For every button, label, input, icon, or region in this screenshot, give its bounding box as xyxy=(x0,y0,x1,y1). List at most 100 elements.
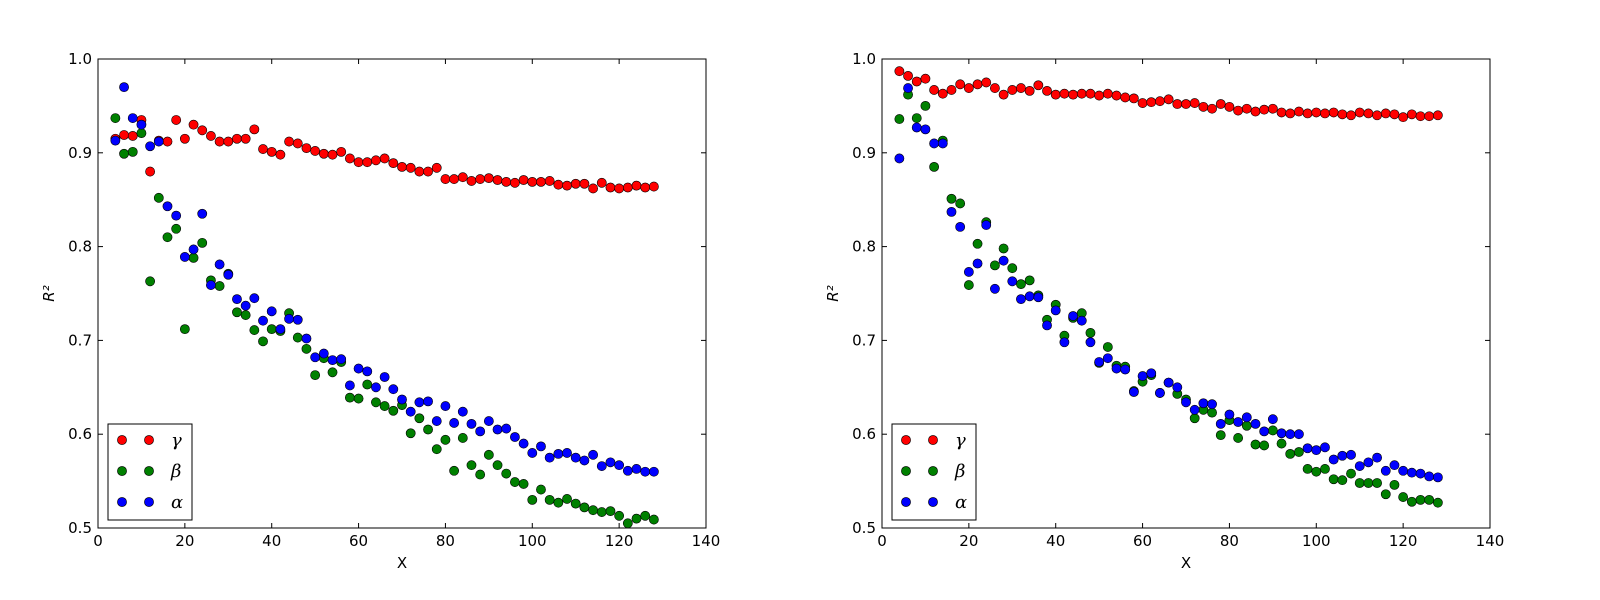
data-point xyxy=(998,89,1009,100)
data-point xyxy=(920,124,931,135)
data-point xyxy=(371,397,381,408)
y-tick-label: 0.6 xyxy=(68,425,92,443)
data-point xyxy=(596,461,607,471)
data-point xyxy=(1311,107,1322,118)
series-0 xyxy=(894,66,1443,123)
data-point xyxy=(1346,110,1356,121)
data-point xyxy=(579,178,590,189)
data-point xyxy=(1432,497,1443,508)
data-point xyxy=(388,405,399,416)
data-point xyxy=(397,161,407,172)
data-point xyxy=(1076,88,1087,99)
data-point xyxy=(981,220,992,230)
data-point xyxy=(553,179,564,190)
y-tick-label: 1.0 xyxy=(852,50,876,68)
data-point xyxy=(937,88,948,99)
data-point xyxy=(1337,450,1348,461)
data-point xyxy=(292,332,303,343)
y-tick-label: 0.7 xyxy=(852,331,876,349)
data-point xyxy=(1294,447,1304,457)
data-point xyxy=(1085,88,1096,99)
data-point xyxy=(1111,363,1122,374)
data-point xyxy=(379,153,390,164)
data-point xyxy=(1250,106,1261,117)
data-point xyxy=(1354,461,1365,471)
data-point xyxy=(171,223,182,234)
data-point xyxy=(153,192,164,203)
data-point xyxy=(136,128,147,139)
data-point xyxy=(362,157,373,168)
data-point xyxy=(990,283,1000,294)
data-point xyxy=(1380,108,1391,119)
x-tick-label: 140 xyxy=(1476,532,1505,550)
data-point xyxy=(275,324,286,335)
data-point xyxy=(110,113,121,123)
data-point xyxy=(1372,478,1382,488)
data-point xyxy=(518,479,529,489)
data-point xyxy=(894,114,905,124)
data-point xyxy=(327,367,338,378)
data-point xyxy=(240,310,251,320)
data-point xyxy=(414,166,425,177)
data-point xyxy=(449,174,460,184)
y-axis-label: R² xyxy=(824,285,842,301)
data-point xyxy=(1337,475,1348,486)
data-point xyxy=(622,518,633,529)
data-point xyxy=(1337,109,1348,120)
data-point xyxy=(518,175,529,185)
data-point xyxy=(475,469,486,480)
data-point xyxy=(258,315,268,326)
plot-area xyxy=(881,58,1491,529)
data-point xyxy=(466,176,477,186)
data-point xyxy=(1155,388,1165,398)
series-0 xyxy=(110,115,659,194)
data-point xyxy=(162,201,173,212)
data-point xyxy=(1372,110,1382,121)
data-point xyxy=(127,113,138,123)
data-point xyxy=(1198,398,1209,409)
data-point xyxy=(1363,457,1374,468)
data-point xyxy=(431,416,442,426)
x-tick-label: 80 xyxy=(1220,532,1239,550)
data-point xyxy=(371,382,381,393)
data-point xyxy=(605,506,616,517)
data-point xyxy=(1415,111,1426,122)
data-point xyxy=(214,136,225,147)
data-point xyxy=(1059,88,1070,99)
data-point xyxy=(1094,90,1105,101)
data-point xyxy=(223,269,234,280)
x-tick-label: 80 xyxy=(436,532,455,550)
data-point xyxy=(588,183,598,194)
legend-marker xyxy=(928,466,938,476)
data-point xyxy=(336,146,347,157)
data-point xyxy=(284,136,294,147)
data-point xyxy=(179,252,190,262)
data-point xyxy=(1285,429,1296,440)
y-tick-label: 0.9 xyxy=(68,144,92,162)
data-point xyxy=(405,406,416,417)
data-point xyxy=(423,396,433,407)
data-point xyxy=(579,455,590,466)
data-point xyxy=(1111,90,1122,101)
data-point xyxy=(605,182,616,193)
data-point xyxy=(1224,409,1235,420)
data-point xyxy=(631,513,642,524)
data-point xyxy=(579,502,590,513)
x-tick-label: 20 xyxy=(175,532,194,550)
data-point xyxy=(1389,460,1400,471)
data-point xyxy=(596,177,607,188)
data-point xyxy=(127,131,138,141)
data-point xyxy=(405,428,416,439)
data-point xyxy=(1294,106,1304,117)
data-point xyxy=(1302,464,1313,474)
data-point xyxy=(466,460,477,471)
data-point xyxy=(162,232,173,243)
y-tick-label: 0.9 xyxy=(852,144,876,162)
data-point xyxy=(1102,342,1113,352)
data-point xyxy=(249,293,260,304)
data-point xyxy=(1233,105,1244,116)
data-point xyxy=(570,452,581,463)
data-point xyxy=(318,348,329,359)
y-tick-label: 1.0 xyxy=(68,50,92,68)
data-point xyxy=(344,153,355,164)
